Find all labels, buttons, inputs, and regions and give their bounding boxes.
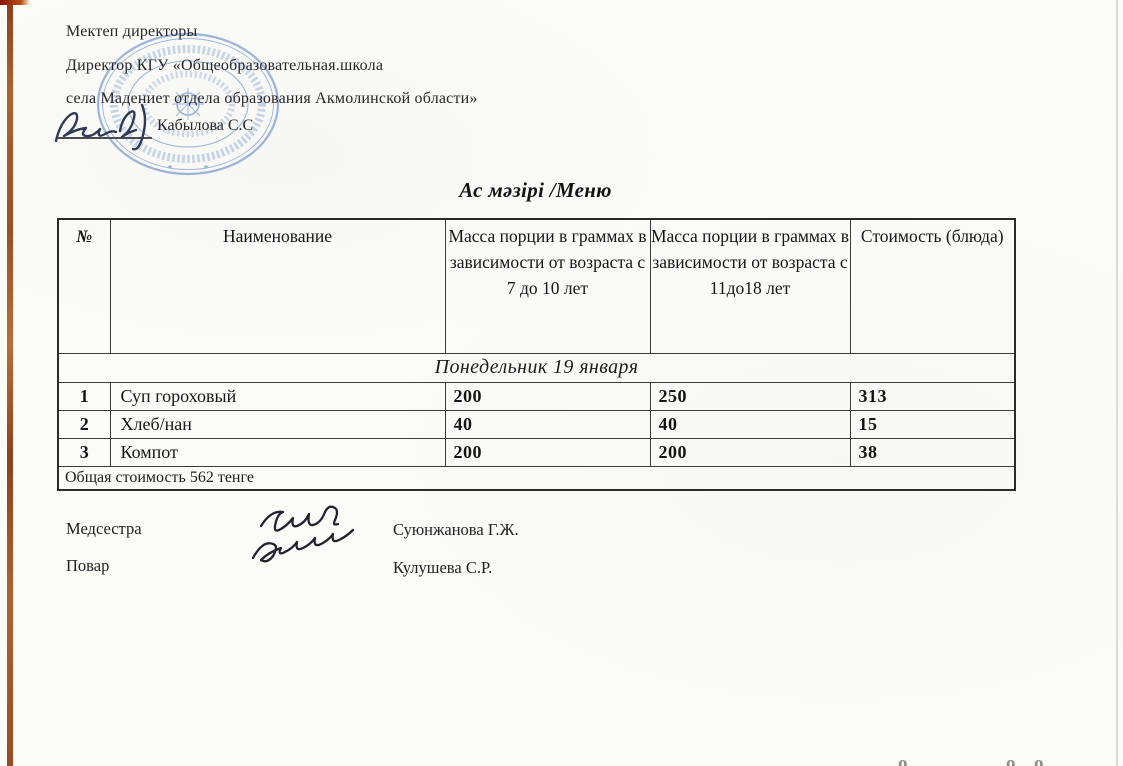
column-header-cost: Стоимость (блюда) xyxy=(849,218,1016,354)
header-line-2: Директор КГУ «Общеобразовательная.школа xyxy=(66,57,384,74)
school-round-stamp xyxy=(96,32,280,176)
total-cost-label: Общая стоимость 562 тенге xyxy=(57,465,1016,491)
dish-name: Компот xyxy=(109,437,446,467)
scan-fragment-glyph: о xyxy=(1006,753,1016,766)
table-row: 1 Суп гороховый 200 250 313 xyxy=(57,381,1016,411)
mass-7-10-value: 200 xyxy=(444,437,651,467)
director-signature xyxy=(54,103,147,151)
nurse-role-label: Медсестра xyxy=(66,519,142,538)
mass-7-10-value: 200 xyxy=(444,381,651,411)
day-header-label: Понедельник 19 января xyxy=(57,352,1016,383)
dish-name: Хлеб/нан xyxy=(109,409,446,439)
scan-edge-line-right xyxy=(1116,0,1118,766)
cook-role-label: Повар xyxy=(66,556,110,575)
cost-value: 15 xyxy=(849,409,1016,439)
header-line-3: села Мадениет отдела образования Акмолин… xyxy=(66,90,478,107)
dish-name: Суп гороховый xyxy=(109,381,446,411)
cook-name: Кулушева С.Р. xyxy=(393,558,493,577)
total-row: Общая стоимость 562 тенге xyxy=(57,465,1016,491)
header-line-1: Мектеп директоры xyxy=(66,23,198,40)
mass-11-18-value: 40 xyxy=(649,409,851,439)
row-number: 3 xyxy=(57,437,111,467)
cost-value: 38 xyxy=(849,437,1016,467)
table-row: 3 Компот 200 200 38 xyxy=(57,437,1016,467)
signature-underline xyxy=(58,137,152,139)
scan-fragment-glyph: о xyxy=(898,753,908,766)
staff-signature xyxy=(251,505,355,563)
scan-edge-strip-top xyxy=(0,0,30,5)
director-name: Кабылова С.С xyxy=(157,117,254,134)
column-header-mass-11-18: Масса порции в граммах в зависимости от … xyxy=(649,218,851,354)
row-number: 1 xyxy=(57,381,111,411)
cost-value: 313 xyxy=(849,381,1016,411)
mass-7-10-value: 40 xyxy=(444,409,651,439)
column-header-mass-7-10: Масса порции в граммах в зависимости от … xyxy=(444,218,651,354)
column-header-number: № xyxy=(57,218,111,354)
scan-edge-strip-left xyxy=(7,0,13,766)
row-number: 2 xyxy=(57,409,111,439)
mass-11-18-value: 250 xyxy=(649,381,851,411)
mass-11-18-value: 200 xyxy=(649,437,851,467)
scan-fragment-glyph: о xyxy=(1034,753,1044,766)
column-header-name: Наименование xyxy=(109,218,446,354)
menu-table: № Наименование Масса порции в граммах в … xyxy=(57,218,1016,491)
day-header-row: Понедельник 19 января xyxy=(57,352,1016,383)
nurse-name: Суюнжанова Г.Ж. xyxy=(393,520,519,539)
table-header-row: № Наименование Масса порции в граммах в … xyxy=(57,218,1016,354)
table-row: 2 Хлеб/нан 40 40 15 xyxy=(57,409,1016,439)
document-title: Ас мәзірі /Меню xyxy=(459,178,612,202)
